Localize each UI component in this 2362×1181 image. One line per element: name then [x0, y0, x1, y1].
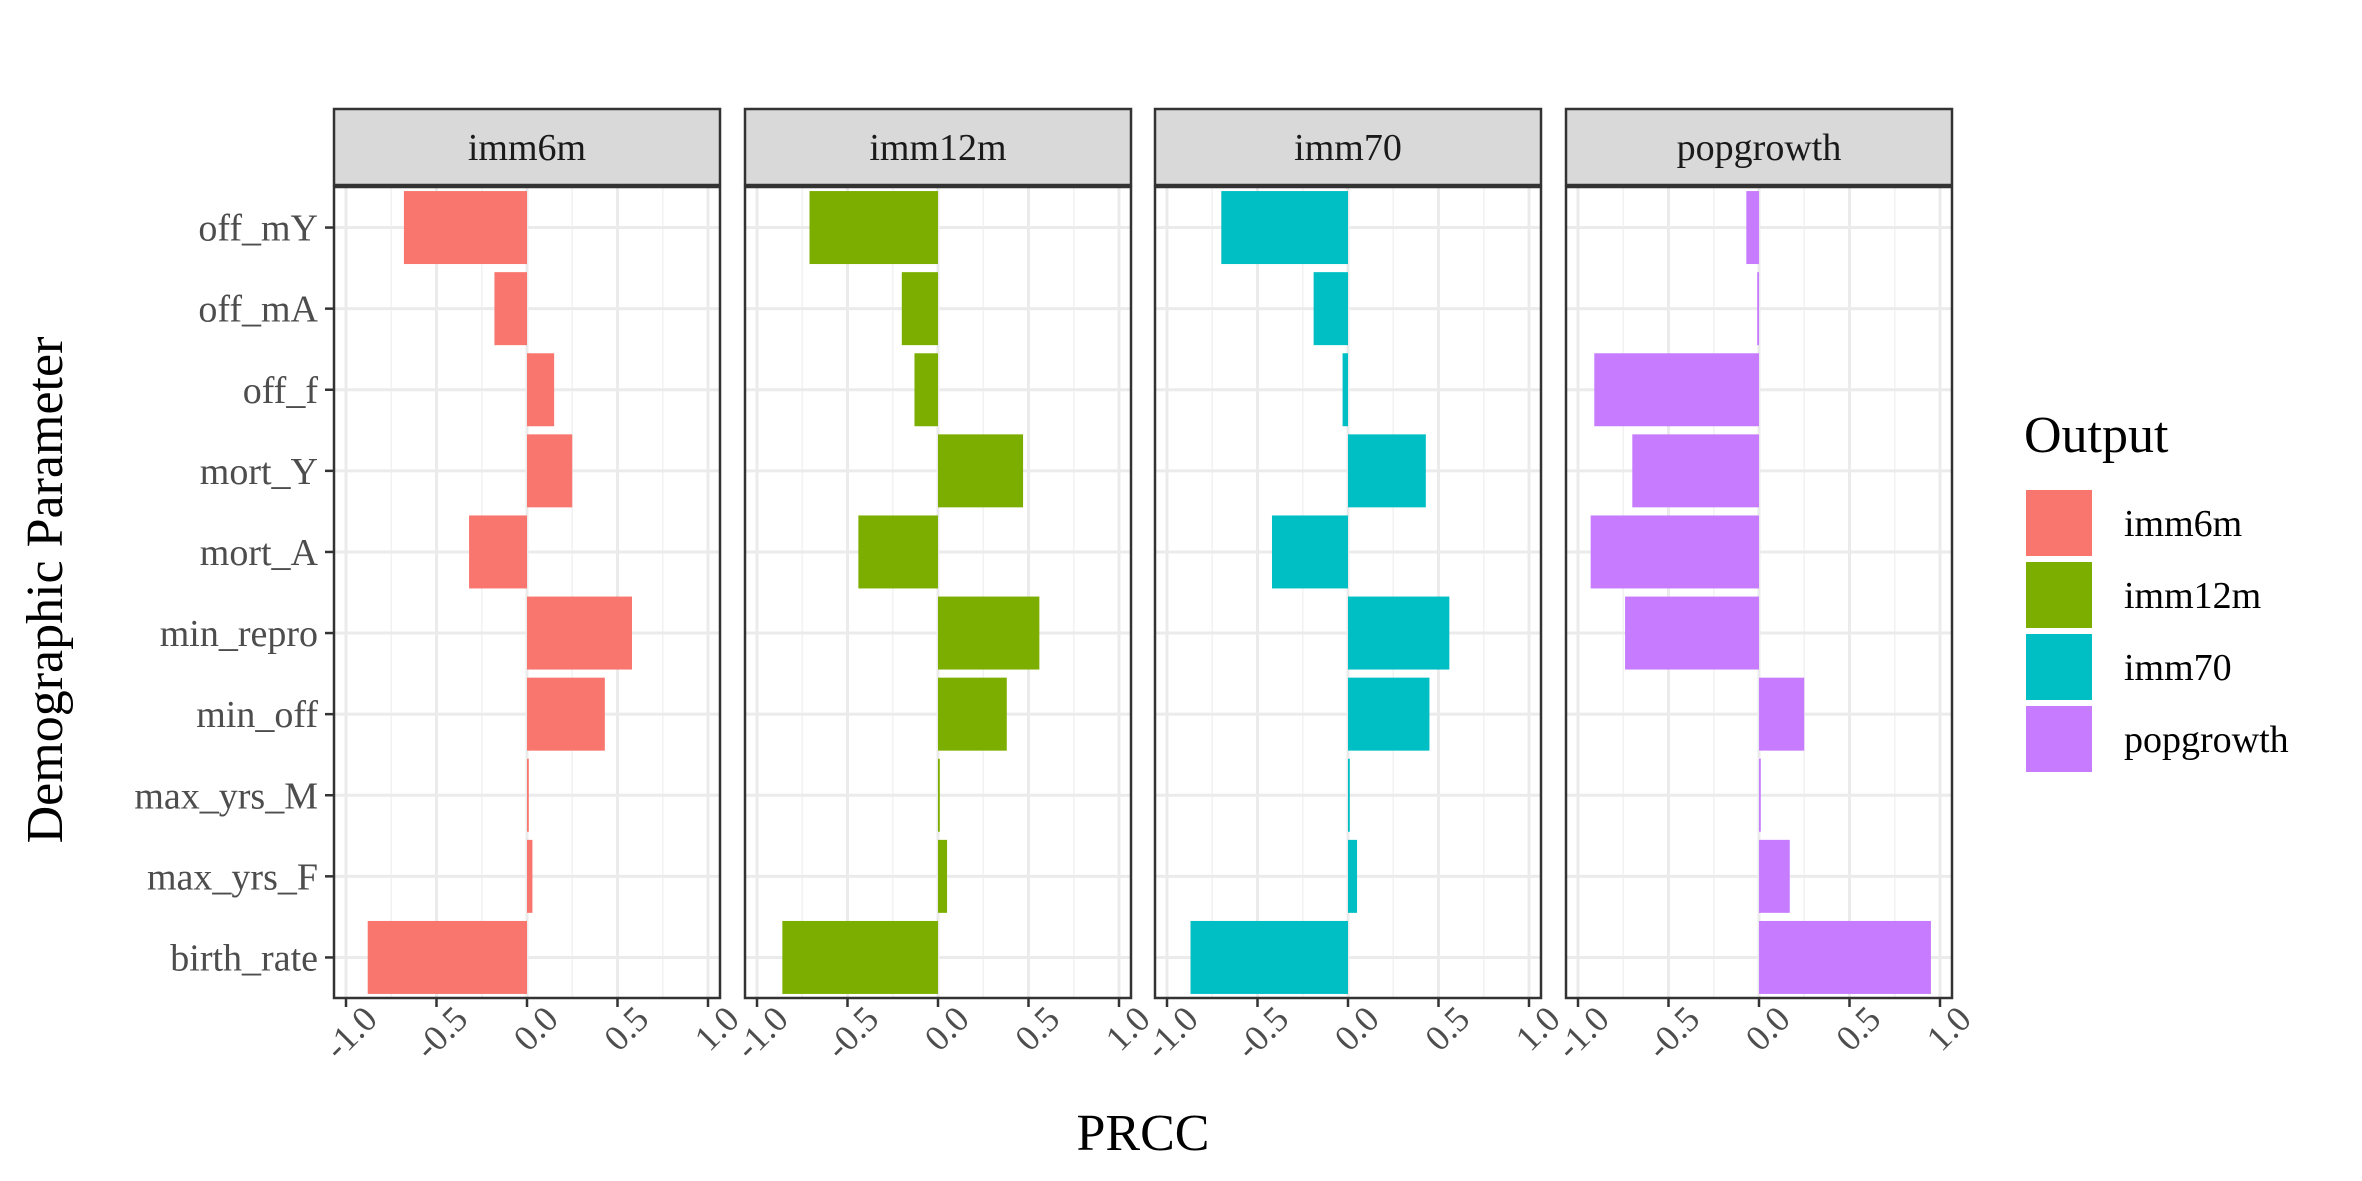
legend-label: imm6m — [2124, 503, 2242, 545]
facet-panel-imm6m: imm6m-1.0 -0.5 0.0 0.5 1.0 — [316, 107, 747, 1067]
bar-imm70-mort_Y — [1348, 434, 1426, 508]
bar-imm70-off_f — [1342, 353, 1348, 427]
y-tick-label: off_mY — [198, 208, 318, 250]
bar-imm6m-min_off — [527, 677, 605, 751]
y-tick-label: off_mA — [198, 289, 318, 331]
legend-label: imm12m — [2124, 575, 2261, 617]
bar-imm70-off_mA — [1313, 272, 1348, 346]
bar-imm12m-off_mA — [901, 272, 938, 346]
bar-imm6m-mort_Y — [527, 434, 573, 508]
bar-imm70-off_mY — [1221, 191, 1348, 265]
bar-imm70-max_yrs_M — [1348, 758, 1350, 832]
bar-imm12m-max_yrs_F — [938, 839, 948, 913]
bar-popgrowth-off_f — [1594, 353, 1759, 427]
bar-imm12m-mort_A — [858, 515, 938, 589]
bar-imm6m-mort_A — [469, 515, 527, 589]
bar-imm6m-off_mY — [403, 191, 527, 265]
facet-strip — [743, 107, 1133, 187]
bar-imm70-min_repro — [1348, 596, 1450, 670]
bar-imm70-min_off — [1348, 677, 1430, 751]
y-tick-label: birth_rate — [170, 937, 318, 979]
y-tick-label: min_repro — [160, 613, 318, 655]
bar-imm12m-max_yrs_M — [938, 758, 940, 832]
bar-imm70-max_yrs_F — [1348, 839, 1358, 913]
y-tick-label: off_f — [243, 370, 319, 412]
bar-popgrowth-min_off — [1759, 677, 1805, 751]
bar-imm6m-off_mA — [494, 272, 527, 346]
bar-imm12m-mort_Y — [938, 434, 1024, 508]
facet-panel-imm12m: imm12m-1.0 -0.5 0.0 0.5 1.0 — [727, 107, 1158, 1067]
bar-imm6m-min_repro — [527, 596, 632, 670]
y-tick-label: max_yrs_F — [147, 856, 318, 898]
facet-strip — [332, 107, 722, 187]
legend-key-imm70 — [2026, 634, 2092, 700]
axis-titles: PRCC Demographic Parameter — [17, 337, 1209, 1162]
bar-imm6m-birth_rate — [367, 920, 527, 994]
y-axis-title: Demographic Parameter — [17, 337, 74, 844]
facet-strip-label: imm12m — [869, 127, 1006, 169]
legend-label: imm70 — [2124, 647, 2232, 689]
bar-popgrowth-birth_rate — [1759, 920, 1931, 994]
bar-popgrowth-min_repro — [1625, 596, 1759, 670]
bar-popgrowth-off_mY — [1746, 191, 1759, 265]
bar-popgrowth-mort_Y — [1632, 434, 1759, 508]
y-tick-label: mort_A — [200, 532, 319, 574]
bar-popgrowth-max_yrs_M — [1759, 758, 1761, 832]
legend: Output imm6m imm12m imm70 popgrowth — [2024, 407, 2289, 772]
bar-imm12m-off_f — [914, 353, 938, 427]
bar-imm6m-max_yrs_M — [527, 758, 529, 832]
y-tick-label: min_off — [196, 694, 318, 736]
facet-strip-label: imm6m — [468, 127, 586, 169]
y-tick-label: mort_Y — [200, 451, 318, 493]
legend-key-imm6m — [2026, 490, 2092, 556]
facet-panel-popgrowth: popgrowth-1.0 -0.5 0.0 0.5 1.0 — [1548, 107, 1979, 1067]
legend-title: Output — [2024, 407, 2169, 464]
legend-key-imm12m — [2026, 562, 2092, 628]
bar-imm70-mort_A — [1271, 515, 1348, 589]
y-tick-label: max_yrs_M — [134, 775, 318, 817]
y-axis: off_mY off_mA off_f mort_Y mort_A min_repromi… — [134, 208, 334, 979]
facet-panel-imm70: imm70-1.0 -0.5 0.0 0.5 1.0 — [1137, 107, 1568, 1067]
facet-strip — [1153, 107, 1543, 187]
legend-key-popgrowth — [2026, 706, 2092, 772]
bar-imm12m-min_off — [938, 677, 1007, 751]
bar-imm6m-max_yrs_F — [527, 839, 533, 913]
bar-imm12m-off_mY — [809, 191, 938, 265]
bar-imm12m-birth_rate — [782, 920, 938, 994]
facet-strip — [1564, 107, 1954, 187]
x-axis-title: PRCC — [1077, 1105, 1210, 1162]
bar-popgrowth-off_mA — [1757, 272, 1759, 346]
bar-popgrowth-max_yrs_F — [1759, 839, 1790, 913]
bar-imm70-birth_rate — [1190, 920, 1348, 994]
facet-strip-label: imm70 — [1294, 127, 1402, 169]
bar-imm6m-off_f — [527, 353, 555, 427]
facet-strip-label: popgrowth — [1677, 127, 1842, 169]
legend-label: popgrowth — [2124, 719, 2289, 761]
bar-imm12m-min_repro — [938, 596, 1040, 670]
bar-popgrowth-mort_A — [1590, 515, 1759, 589]
